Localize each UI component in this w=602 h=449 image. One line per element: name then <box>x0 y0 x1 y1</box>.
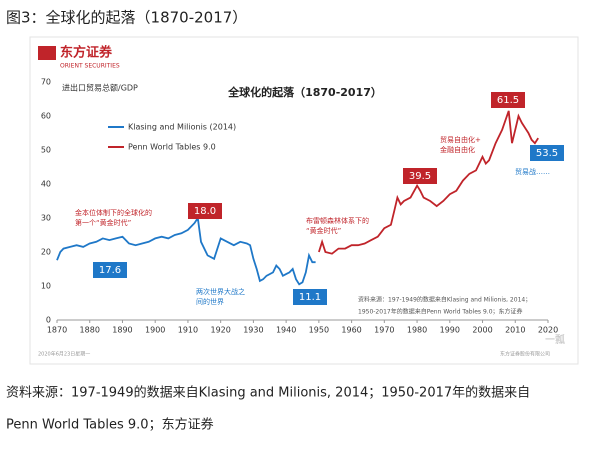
x-tick-label: 1990 <box>440 326 460 335</box>
y-tick-label: 20 <box>41 248 51 257</box>
value-box <box>403 168 437 184</box>
footer-right: 东方证券股份有限公司 <box>500 351 550 358</box>
heading: 图3：全球化的起落（1870-2017） <box>6 9 247 27</box>
annotation: 金本位体制下的全球化的 <box>75 208 152 217</box>
legend-label: Klasing and Milionis (2014) <box>128 123 236 132</box>
chart-frame <box>29 36 579 365</box>
annotation: “黄金时代” <box>306 226 341 235</box>
annotation: 贸易战…… <box>515 167 550 176</box>
caption-line: 资料来源：197-1949的数据来自Klasing and Milionis, … <box>6 385 530 401</box>
annotation: 两次世界大战之 <box>196 287 245 296</box>
annotation: 贸易自由化+ <box>440 135 481 144</box>
x-tick-label: 2010 <box>505 326 525 335</box>
annotation: 金融自由化 <box>440 145 475 154</box>
y-tick-label: 70 <box>41 78 51 87</box>
logo-icon <box>38 46 56 60</box>
value-box-label: 11.1 <box>299 292 321 303</box>
value-box-label: 39.5 <box>409 171 431 182</box>
annotation: 布雷顿森林体系下的 <box>306 216 369 225</box>
y-axis-label: 进出口贸易总额/GDP <box>62 83 138 93</box>
x-tick-label: 1910 <box>178 326 198 335</box>
series-line <box>318 110 539 255</box>
x-tick-label: 1930 <box>243 326 263 335</box>
x-tick-label: 1890 <box>112 326 132 335</box>
y-tick-label: 30 <box>41 214 51 223</box>
value-box-label: 53.5 <box>536 148 558 159</box>
x-tick-label: 1970 <box>374 326 394 335</box>
value-box <box>530 145 564 161</box>
watermark: 一瓢 <box>545 333 565 346</box>
x-tick-label: 1940 <box>276 326 296 335</box>
x-tick-label: 1920 <box>210 326 230 335</box>
y-tick-label: 60 <box>41 112 51 121</box>
annotation: 第一个“黄金时代” <box>75 218 131 227</box>
source-note: 1950-2017年的数据来自Penn World Tables 9.0；东方证… <box>358 308 523 316</box>
legend-label: Penn World Tables 9.0 <box>128 143 216 152</box>
y-tick-label: 10 <box>41 282 51 291</box>
chart-title: 全球化的起落（1870-2017） <box>227 85 382 99</box>
logo-sub: ORIENT SECURITIES <box>60 63 120 70</box>
value-box-label: 18.0 <box>194 206 216 217</box>
value-box <box>188 203 222 219</box>
y-tick-label: 50 <box>41 146 51 155</box>
x-tick-label: 1870 <box>47 326 67 335</box>
x-tick-label: 1950 <box>309 326 329 335</box>
x-tick-label: 1980 <box>407 326 427 335</box>
x-tick-label: 2000 <box>472 326 492 335</box>
x-tick-label: 1900 <box>145 326 165 335</box>
source-note: 资料来源：197-1949的数据来自Klasing and Milionis, … <box>358 296 531 304</box>
caption-line: Penn World Tables 9.0；东方证券 <box>6 417 214 433</box>
value-box <box>491 92 525 108</box>
footer-left: 2020年6月23日星期一 <box>38 351 90 358</box>
value-box-label: 17.6 <box>99 265 121 276</box>
series-line <box>56 215 316 286</box>
x-tick-label: 1880 <box>80 326 100 335</box>
annotation: 间的世界 <box>196 297 224 306</box>
x-tick-label: 2020 <box>538 326 558 335</box>
logo-name: 东方证券 <box>60 45 113 61</box>
y-tick-label: 40 <box>41 180 51 189</box>
value-box <box>93 262 127 278</box>
value-box-label: 61.5 <box>497 95 519 106</box>
y-tick-label: 0 <box>46 316 51 325</box>
value-box <box>293 289 327 305</box>
x-tick-label: 1960 <box>341 326 361 335</box>
